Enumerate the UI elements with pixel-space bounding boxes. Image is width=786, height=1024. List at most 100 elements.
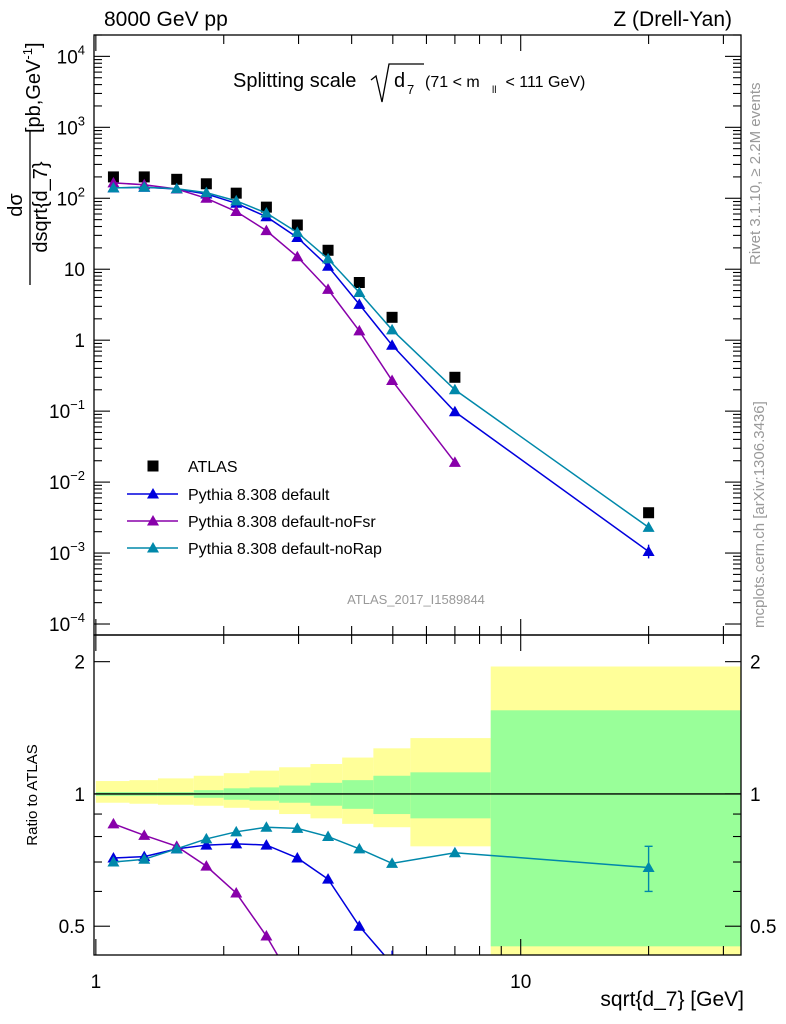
main-point-noRap <box>170 182 183 194</box>
tick-base: 10 <box>49 473 70 494</box>
main-point-default <box>386 339 399 350</box>
legend-marker-default <box>147 488 159 499</box>
main-point-noFsr <box>230 205 243 217</box>
main-line-noRap <box>113 186 650 528</box>
plot-title-sqrt-sub: 7 <box>407 82 414 97</box>
main-point-noRap <box>230 194 243 206</box>
tick-exponent: 4 <box>78 42 85 57</box>
ratio-point-noRap <box>353 842 366 854</box>
ratio-point-noFsr <box>107 817 120 829</box>
header-left: 8000 GeV pp <box>104 8 228 31</box>
ratio-point-noFsr <box>291 983 303 994</box>
ratio-point-default <box>353 920 366 931</box>
plot-title-range-sub: ll <box>492 85 496 96</box>
ratio-point-default <box>322 873 335 884</box>
band-inner-bin <box>373 775 411 815</box>
main-y-tick-label: 10−1 <box>49 397 85 423</box>
main-point-noRap <box>260 207 273 218</box>
main-point-noRap <box>200 186 213 198</box>
ylabel-unit: [pb,GeV-1] <box>20 42 45 133</box>
ratio-point-noRap <box>170 842 183 854</box>
analysis-id: ATLAS_2017_I1589844 <box>347 592 485 607</box>
main-point-noRap <box>107 181 120 193</box>
tick-base: 10 <box>49 402 70 423</box>
tick-base: 10 <box>57 118 78 139</box>
main-point-noRap <box>448 383 461 395</box>
main-y-tick-label: 102 <box>57 184 85 210</box>
main-point-noRap <box>291 226 304 237</box>
ratio-y-tick-label-left: 1 <box>74 785 85 806</box>
tick-base: 10 <box>49 615 70 636</box>
main-y-tick-label: 1 <box>74 331 85 352</box>
ratio-y-tick-label-right: 1 <box>750 785 761 806</box>
x-tick-label: 1 <box>91 972 102 993</box>
ylabel-denominator: dsqrt{d_7} <box>30 161 52 253</box>
ratio-line-default <box>113 843 386 955</box>
ylabel-unit-text: [pb,GeV <box>23 59 45 133</box>
ratio-series <box>107 817 655 994</box>
ratio-y-tick-label-right: 0.5 <box>750 917 776 938</box>
main-y-tick-label: 104 <box>57 42 85 68</box>
ratio-plot-frame <box>93 634 742 956</box>
ratio-line-noRap <box>113 826 649 869</box>
tick-exponent: 2 <box>78 184 85 199</box>
tick-base: 10 <box>49 544 70 565</box>
band-outer-bin <box>129 780 158 804</box>
ratio-point-default <box>291 851 304 863</box>
main-y-tick-label: 10−3 <box>49 539 85 565</box>
ratio-point-noRap <box>386 857 399 868</box>
main-point-noFsr <box>322 283 335 294</box>
ratio-point-noRap <box>230 825 243 837</box>
ratio-point-noRap <box>322 830 335 842</box>
band-outer-bin <box>95 781 130 803</box>
legend-label-default: Pythia 8.308 default <box>188 487 330 504</box>
ratio-point-noRap <box>138 853 151 864</box>
legend: ATLAS Pythia 8.308 default Pythia 8.308 de… <box>127 459 382 558</box>
main-point-noFsr <box>291 250 304 262</box>
legend-marker-noRap <box>147 542 159 553</box>
ratio-point-noRap <box>107 856 120 867</box>
main-point-noFsr <box>260 224 273 236</box>
plot-title-sqrt-arg: d <box>394 70 405 92</box>
main-point-noFsr <box>448 456 461 467</box>
ratio-point-noFsr <box>138 829 151 840</box>
legend-marker-noFsr <box>147 515 159 526</box>
legend-label-noFsr: Pythia 8.308 default-noFsr <box>188 514 376 531</box>
ylabel-unit-close: ] <box>23 42 45 48</box>
x-tick-label: 10 <box>510 972 531 993</box>
tick-exponent: −1 <box>70 397 85 412</box>
ratio-point-noRap <box>448 846 461 858</box>
main-point-noRap <box>322 252 335 264</box>
legend-label-data: ATLAS <box>188 459 238 476</box>
tick-exponent: −3 <box>70 539 85 554</box>
main-point-data <box>171 173 183 185</box>
main-point-noFsr <box>353 324 366 336</box>
main-point-noFsr <box>386 374 399 386</box>
ratio-point-noRap <box>200 832 213 844</box>
plot-title-range-pre: (71 < m <box>425 74 480 91</box>
main-y-tick-label: 10 <box>64 260 85 281</box>
main-point-data <box>386 311 398 323</box>
ratio-point-noRap <box>260 821 273 832</box>
tick-base: 10 <box>57 189 78 210</box>
main-point-noRap <box>353 286 366 297</box>
main-y-tick-label: 103 <box>57 113 85 139</box>
main-point-data <box>449 371 461 383</box>
ratio-point-default <box>386 958 398 969</box>
main-point-default <box>353 298 366 309</box>
main-point-noFsr <box>200 192 213 203</box>
band-inner-bin <box>410 772 491 819</box>
main-point-noRap <box>386 323 399 335</box>
ratio-point-default <box>260 839 273 850</box>
ratio-point-noRap <box>291 822 304 833</box>
main-point-data <box>138 171 150 183</box>
ratio-point-default <box>200 839 213 850</box>
main-y-tick-label: 10−4 <box>49 610 85 636</box>
tick-base: 10 <box>57 47 78 68</box>
main-point-data <box>230 187 242 199</box>
ratio-point-noFsr <box>200 860 213 871</box>
ratio-y-axis-label: Ratio to ATLAS <box>24 744 41 845</box>
main-point-data <box>643 507 655 519</box>
